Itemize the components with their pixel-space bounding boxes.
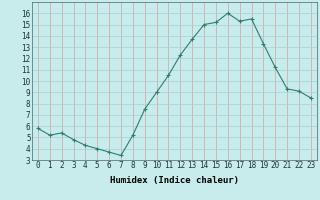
X-axis label: Humidex (Indice chaleur): Humidex (Indice chaleur): [110, 176, 239, 185]
